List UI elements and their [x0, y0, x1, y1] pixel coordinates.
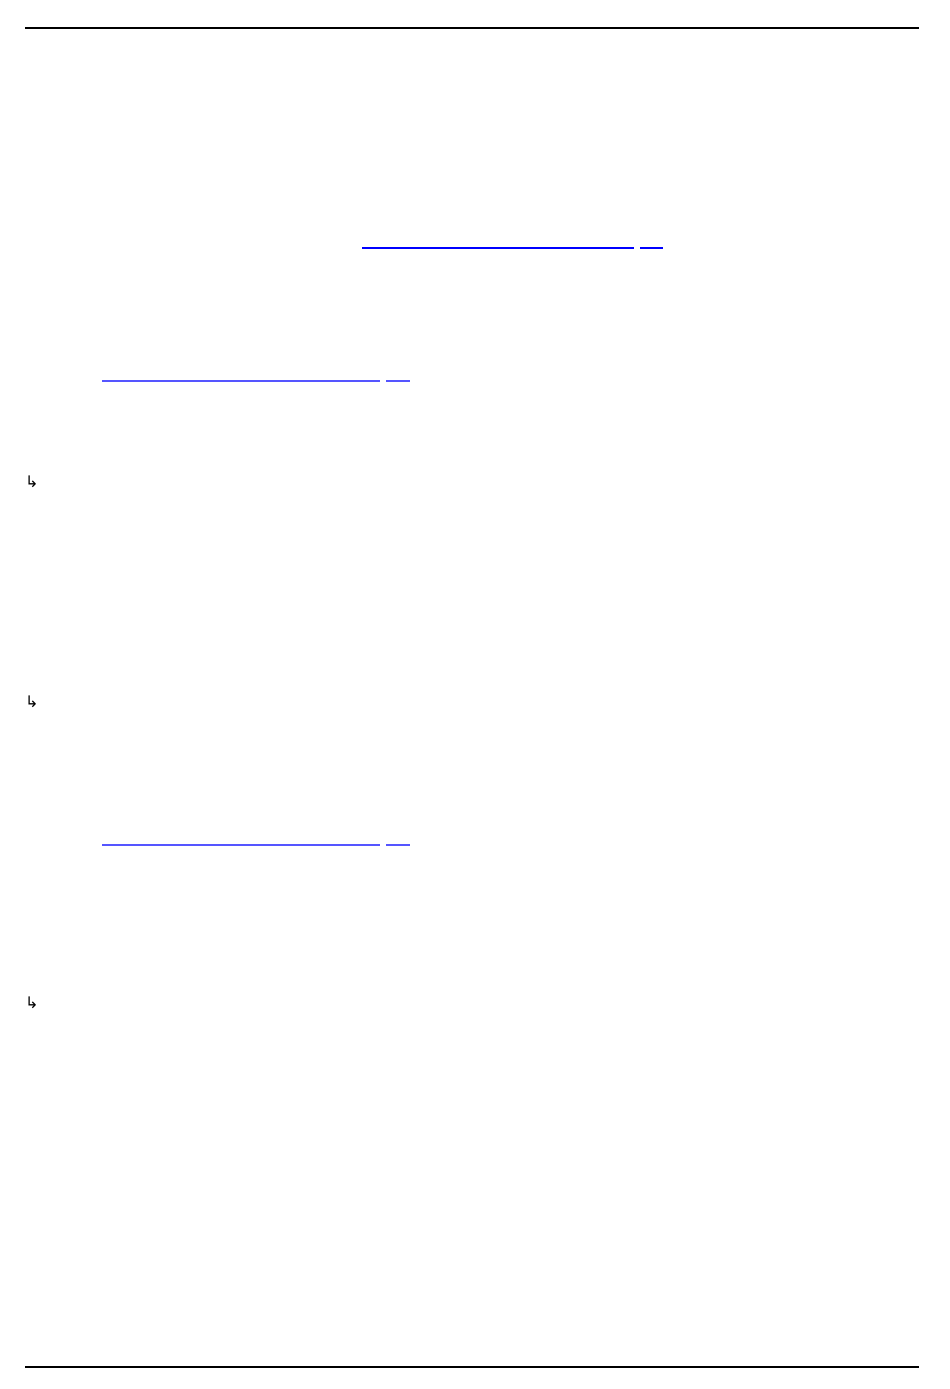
link-suffix-underline[interactable]	[640, 247, 663, 249]
link-underline[interactable]	[102, 844, 380, 846]
link-1[interactable]	[362, 247, 663, 249]
link-2[interactable]	[102, 380, 410, 382]
link-3[interactable]	[102, 844, 410, 846]
bottom-rule	[25, 1366, 919, 1368]
return-arrow-icon: ↳	[25, 692, 39, 711]
link-suffix-underline[interactable]	[386, 380, 410, 382]
top-rule	[25, 27, 919, 29]
return-arrow-icon: ↳	[25, 993, 39, 1012]
link-underline[interactable]	[362, 247, 634, 249]
link-suffix-underline[interactable]	[386, 844, 410, 846]
link-underline[interactable]	[102, 380, 380, 382]
return-arrow-icon: ↳	[25, 472, 39, 491]
